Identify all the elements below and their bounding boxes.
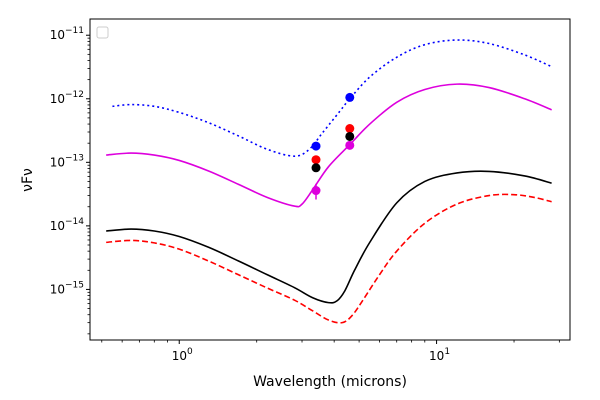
data-point-7: [345, 140, 355, 150]
data-point-4: [311, 163, 321, 173]
data-point-1: [345, 92, 355, 102]
series-line-2: [106, 170, 552, 304]
y-tick-label: 10−12: [50, 90, 84, 106]
y-tick-label: 10−11: [50, 26, 84, 42]
data-point-3: [345, 124, 355, 134]
minor-ticks: [87, 37, 560, 343]
series-line-3: [106, 193, 552, 324]
y-tick-label: 10−13: [50, 153, 84, 169]
axes-frame: [89, 18, 571, 341]
x-tick-label: 100: [172, 347, 193, 363]
x-tick-label: 101: [429, 347, 450, 363]
series-line-1: [106, 83, 552, 208]
y-axis-label: νFν: [20, 168, 36, 192]
y-tick-label: 10−15: [50, 280, 84, 296]
y-tick-label: 10−14: [50, 217, 85, 233]
series-line-0: [112, 39, 552, 157]
data-point-6: [311, 186, 321, 196]
data-point-5: [345, 131, 355, 141]
legend-box: [96, 26, 109, 39]
major-ticks: 100 101 10−15 10−14 10−13 10−12 10−11: [50, 26, 450, 363]
data-point-0: [311, 141, 321, 151]
plot-area: [106, 39, 552, 324]
data-point-2: [311, 155, 321, 165]
x-axis-label: Wavelength (microns): [253, 374, 407, 390]
